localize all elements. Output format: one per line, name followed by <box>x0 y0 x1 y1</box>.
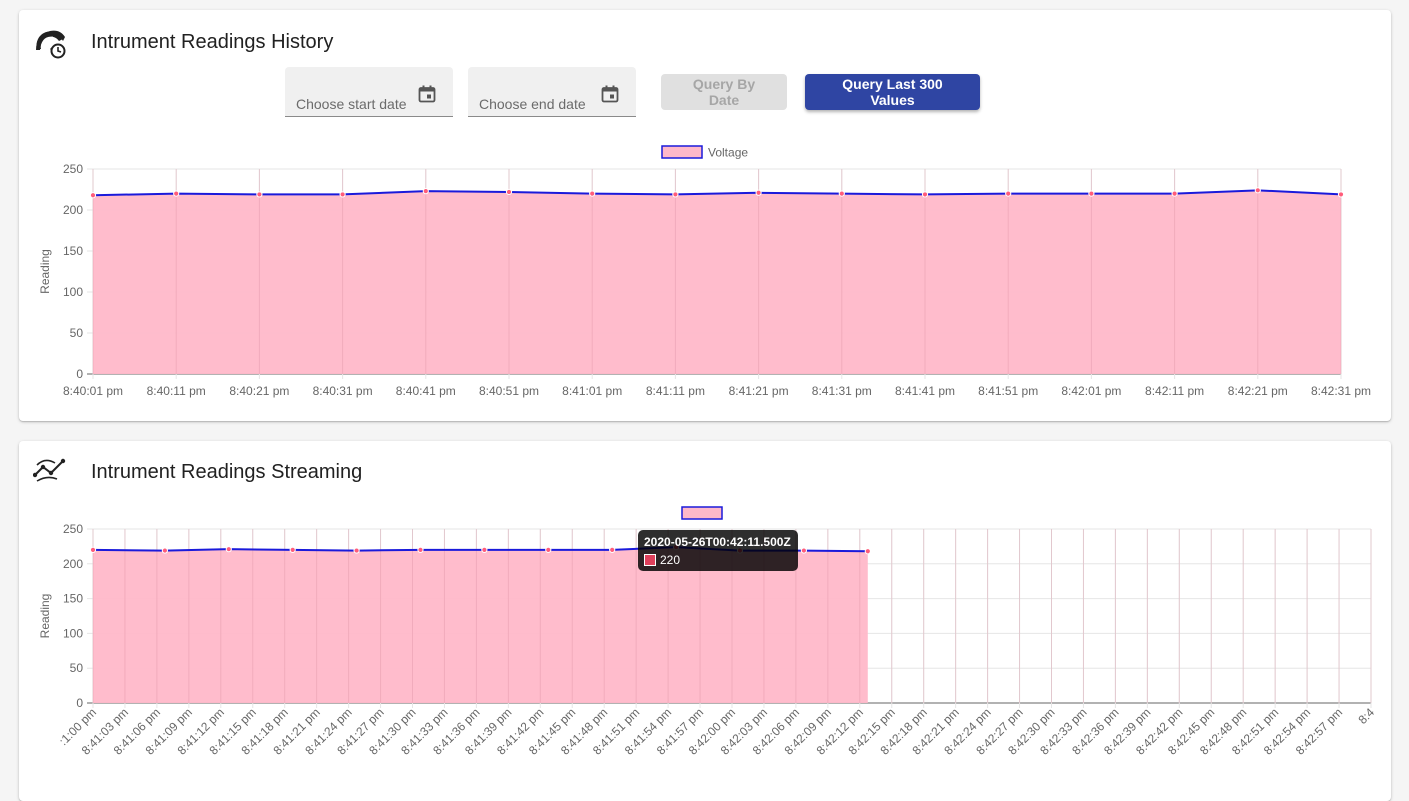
series-area <box>93 190 1341 374</box>
x-tick-label: 8:42:21 pm <box>1228 384 1288 398</box>
data-point <box>755 189 762 196</box>
data-point <box>256 191 263 198</box>
y-tick-label: 200 <box>63 557 83 571</box>
data-point <box>589 190 596 197</box>
data-point <box>353 547 360 554</box>
data-point <box>339 191 346 198</box>
data-point <box>225 546 232 553</box>
data-point <box>417 546 424 553</box>
data-point <box>89 192 97 199</box>
charts-layer: 0 50 100 150 200 250 Reading 8:40:01 pm 8:40:11 … <box>38 145 1377 758</box>
calendar-icon[interactable] <box>418 85 436 108</box>
y-tick-label: 100 <box>63 626 83 640</box>
y-tick-label: 0 <box>76 696 83 710</box>
x-tick-label: 8:41:21 pm <box>729 384 789 398</box>
data-point <box>505 188 513 196</box>
query-last-300-button[interactable]: Query Last 300 Values <box>805 74 980 110</box>
data-point <box>1005 190 1012 197</box>
chart-tooltip: 2020-05-26T00:42:11.500Z 220 <box>638 530 798 571</box>
data-point <box>1171 190 1178 197</box>
data-point <box>921 191 929 198</box>
data-point <box>545 546 552 553</box>
x-tick-label: 8:41:31 pm <box>812 384 872 398</box>
x-tick-label: 8:40:01 pm <box>63 384 123 398</box>
x-tick-label: 8:41:01 pm <box>562 384 622 398</box>
data-point <box>89 546 97 553</box>
y-tick-label: 50 <box>70 326 84 340</box>
y-tick-label: 250 <box>63 522 83 536</box>
calendar-icon[interactable] <box>601 85 619 108</box>
history-title: Intrument Readings History <box>91 31 334 53</box>
data-point <box>161 547 168 554</box>
data-point <box>1337 191 1345 198</box>
x-tick-label: 8:4 <box>1355 705 1377 727</box>
end-date-field[interactable] <box>468 67 636 117</box>
x-tick-label: 8:41:11 pm <box>646 384 705 398</box>
data-point <box>173 190 180 197</box>
y-tick-label: 200 <box>63 203 83 217</box>
series-line <box>92 189 1342 197</box>
legend-swatch <box>681 506 723 520</box>
legend-swatch <box>661 145 703 159</box>
x-tick-label: 8:40:31 pm <box>313 384 373 398</box>
x-tick-label: 8:42:31 pm <box>1311 384 1371 398</box>
data-point <box>289 546 296 553</box>
data-point <box>1088 190 1095 197</box>
data-point <box>800 547 807 554</box>
data-point <box>1254 187 1261 194</box>
data-point <box>864 548 871 555</box>
y-tick-label: 50 <box>70 661 84 675</box>
tooltip-value: 220 <box>660 553 681 567</box>
x-tick-label: 8:40:21 pm <box>229 384 289 398</box>
query-by-date-button[interactable]: Query By Date <box>661 74 787 110</box>
x-tick-label: 8:41:41 pm <box>895 384 955 398</box>
y-axis-label: Reading <box>38 249 52 294</box>
tooltip-swatch <box>644 554 656 566</box>
gauge-history-icon <box>33 25 69 66</box>
start-date-field[interactable] <box>285 67 453 117</box>
streaming-title: Intrument Readings Streaming <box>91 461 363 483</box>
y-tick-label: 150 <box>63 592 83 606</box>
x-tick-label: 8:42:01 pm <box>1061 384 1121 398</box>
data-point <box>481 546 488 553</box>
x-tick-label: 8:40:11 pm <box>147 384 206 398</box>
data-point <box>422 188 429 195</box>
x-tick-label: 8:41:51 pm <box>978 384 1038 398</box>
data-point <box>672 191 679 198</box>
x-tick-label: 8:40:41 pm <box>396 384 456 398</box>
x-tick-label: 8:42:11 pm <box>1145 384 1204 398</box>
y-tick-label: 150 <box>63 244 83 258</box>
x-tick-label: 8:40:51 pm <box>479 384 539 398</box>
legend-label: Voltage <box>708 146 748 160</box>
y-axis-label: Reading <box>38 594 52 639</box>
data-point <box>609 546 616 553</box>
y-tick-label: 250 <box>63 162 83 176</box>
y-tick-label: 100 <box>63 285 83 299</box>
series-area <box>93 547 868 703</box>
data-point <box>838 190 845 197</box>
y-tick-label: 0 <box>76 367 83 381</box>
tooltip-title: 2020-05-26T00:42:11.500Z <box>644 535 791 549</box>
trend-line-icon <box>32 455 69 488</box>
